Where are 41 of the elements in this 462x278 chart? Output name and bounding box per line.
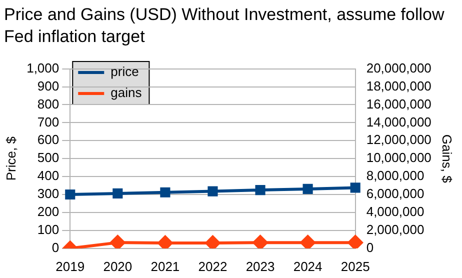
point (255, 184, 266, 196)
y-tick-label: 800 (37, 96, 60, 112)
x-tick-label: 2020 (103, 258, 132, 274)
y2-tick-label: 20,000,000 (366, 60, 432, 76)
point (65, 189, 76, 200)
x-tick-label: 2025 (340, 258, 370, 274)
y-tick-label: 1,000 (26, 60, 60, 76)
y2-tick-label: 8,000,000 (366, 168, 424, 184)
x-tick-label: 2024 (293, 258, 322, 274)
legend-label: price (110, 64, 139, 80)
y-tick-label: 700 (37, 114, 60, 130)
chart-title: Price and Gains (USD) Without Investment, assume follow Fed inflation target (4, 4, 446, 48)
y2-tick-label: 0 (366, 240, 374, 255)
y-tick-label: 100 (37, 222, 60, 238)
y2-tick-label: 10,000,000 (366, 150, 432, 166)
y-tick-label: 0 (52, 240, 60, 255)
y-tick-label: 300 (37, 186, 60, 202)
y2-tick-label: 18,000,000 (366, 78, 432, 94)
x-tick-label: 2021 (150, 258, 180, 274)
y2-axis-title: Gains, $ (440, 134, 455, 184)
y-tick-label: 600 (37, 132, 60, 148)
y-axis-title: Price, $ (3, 136, 18, 181)
point (302, 184, 313, 194)
y2-tick-label: 12,000,000 (366, 132, 432, 148)
point (208, 186, 218, 196)
point (350, 182, 360, 193)
y2-tick-label: 2,000,000 (366, 222, 424, 238)
legend-label: gains (110, 85, 142, 100)
y-tick-label: 500 (37, 150, 60, 166)
y2-tick-label: 4,000,000 (366, 204, 424, 220)
y2-tick-label: 6,000,000 (366, 186, 424, 202)
point (112, 188, 123, 198)
x-tick-label: 2019 (56, 258, 85, 274)
y2-tick-label: 14,000,000 (366, 114, 432, 130)
y2-tick-label: 16,000,000 (366, 96, 432, 112)
x-tick-label: 2022 (198, 258, 228, 274)
x-tick-label: 2023 (246, 258, 275, 274)
y-tick-label: 900 (37, 78, 60, 94)
y-tick-label: 400 (37, 168, 60, 184)
point (160, 187, 170, 198)
y-tick-label: 200 (37, 204, 60, 220)
